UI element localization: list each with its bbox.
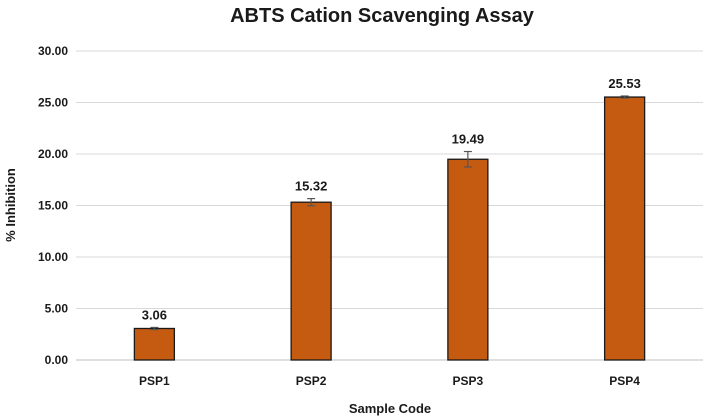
x-tick-label: PSP3	[453, 374, 484, 388]
error-bar	[307, 197, 316, 207]
x-axis-title: Sample Code	[349, 401, 431, 416]
y-tick-label: 10.00	[38, 250, 68, 264]
error-bars	[150, 95, 629, 331]
chart-title: ABTS Cation Scavenging Assay	[230, 5, 535, 27]
bar-psp2	[290, 201, 332, 361]
data-label: 15.32	[295, 179, 328, 194]
y-tick-label: 5.00	[45, 302, 69, 316]
bar-psp4	[603, 96, 646, 361]
bar-psp3	[447, 158, 489, 361]
error-bar	[150, 326, 159, 331]
data-label: 3.06	[142, 307, 167, 322]
y-tick-label: 15.00	[38, 199, 68, 213]
gridlines	[76, 50, 703, 361]
error-bar	[620, 95, 629, 99]
bar-psp1	[133, 327, 176, 361]
y-tick-label: 20.00	[38, 147, 68, 161]
data-label: 19.49	[452, 132, 485, 147]
y-axis-title: % Inhibition	[3, 168, 18, 242]
y-tick-label: 30.00	[38, 44, 68, 58]
x-tick-label: PSP4	[609, 374, 640, 388]
data-labels: 3.06 15.32 19.49 25.53	[142, 76, 641, 322]
y-tick-label: 0.00	[45, 353, 69, 367]
y-axis-ticks: 0.00 5.00 10.00 15.00 20.00 25.00 30.00	[38, 44, 68, 367]
bars	[133, 96, 646, 361]
x-tick-label: PSP1	[139, 374, 170, 388]
data-label: 25.53	[608, 76, 641, 91]
y-tick-label: 25.00	[38, 96, 68, 110]
error-bar	[463, 150, 472, 168]
x-axis-ticks: PSP1 PSP2 PSP3 PSP4	[139, 374, 640, 388]
x-tick-label: PSP2	[296, 374, 327, 388]
